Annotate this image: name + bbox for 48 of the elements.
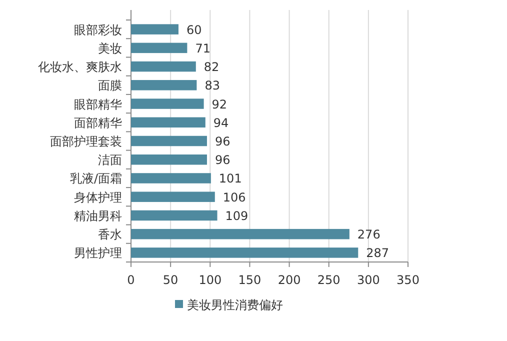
y-tick-label: 面部护理套装 (50, 134, 122, 148)
data-label: 60 (186, 22, 202, 37)
data-label: 96 (214, 134, 230, 148)
y-tick-label: 眼部精华 (74, 97, 122, 112)
bar (131, 61, 196, 72)
y-tick-label: 香水 (98, 228, 122, 242)
bar (131, 192, 215, 202)
data-label: 106 (222, 190, 246, 204)
bar (131, 228, 350, 240)
y-tick-label: 面部精华 (74, 116, 122, 130)
bar (131, 42, 188, 54)
x-tick-label: 250 (317, 273, 340, 287)
y-tick-label: 洁面 (98, 153, 122, 168)
data-label: 96 (214, 153, 230, 168)
bar (131, 117, 206, 128)
y-tick-label: 精油男科 (74, 208, 122, 223)
y-tick-label: 美妆 (98, 41, 122, 56)
bar (131, 154, 207, 165)
bar (131, 248, 358, 258)
x-tick-label: 350 (396, 273, 420, 287)
data-label: 94 (213, 116, 229, 130)
x-tick-label: 0 (127, 273, 135, 287)
data-label: 71 (195, 41, 210, 56)
y-tick-label: 男性护理 (74, 246, 122, 260)
data-label: 109 (225, 208, 248, 223)
bar (131, 80, 197, 90)
x-tick-label: 150 (238, 273, 262, 287)
bar (131, 210, 218, 221)
y-tick-label: 面膜 (98, 78, 122, 93)
x-tick-label: 100 (198, 273, 222, 287)
data-label: 276 (357, 228, 380, 242)
data-label: 101 (218, 172, 242, 186)
x-tick-label: 50 (162, 273, 178, 287)
x-tick-label: 200 (278, 273, 301, 287)
data-label: 287 (366, 246, 390, 260)
y-tick-label: 身体护理 (74, 190, 122, 204)
y-tick-label: 眼部彩妆 (74, 22, 122, 37)
bar (131, 173, 211, 184)
y-tick-label: 化妆水、爽肤水 (38, 60, 122, 74)
x-tick-label: 300 (356, 273, 380, 287)
bar (131, 136, 207, 146)
bar (131, 98, 204, 109)
data-label: 92 (212, 97, 228, 112)
y-tick-label: 乳液/面霜 (70, 172, 122, 186)
bar (131, 24, 178, 34)
legend-label: 美妆男性消费偏好 (187, 298, 283, 312)
data-label: 82 (204, 60, 220, 74)
data-label: 83 (204, 78, 220, 93)
